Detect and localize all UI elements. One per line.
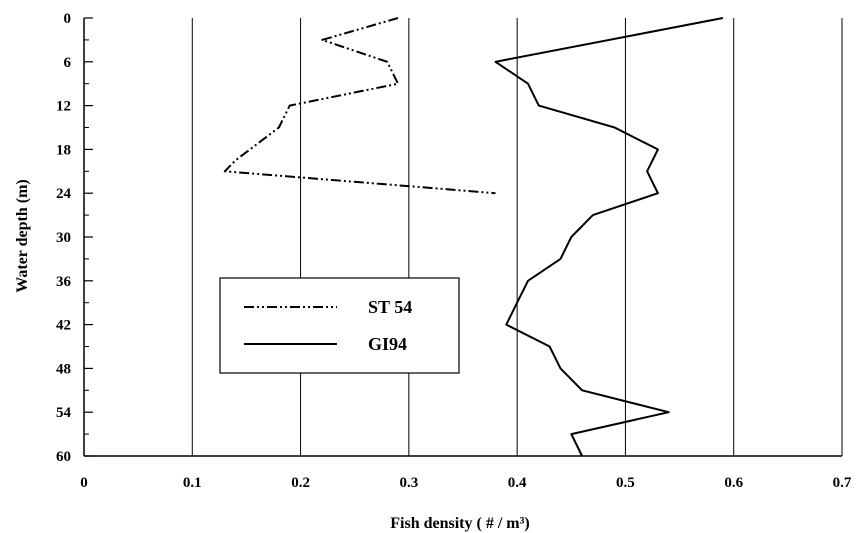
legend-box <box>219 277 460 374</box>
series-line-gi94 <box>494 17 724 457</box>
y-tick-label: 12 <box>56 99 71 115</box>
axes <box>83 17 842 457</box>
y-tick-label: 42 <box>56 318 71 334</box>
y-tick-label: 6 <box>64 55 72 71</box>
legend: ST 54 GI94 <box>219 277 460 374</box>
y-tick-label: 48 <box>56 361 71 377</box>
tick-labels: 0 6 12 18 24 30 36 42 48 54 60 0 0.1 0.2 0.3 0.4 0.5 0.6 0… <box>56 11 852 491</box>
y-axis-title: Water depth (m) <box>14 179 31 292</box>
x-tick-label: 0.5 <box>616 475 635 491</box>
x-tick-label: 0.4 <box>508 475 527 491</box>
y-tick-label: 0 <box>64 11 72 27</box>
x-tick-label: 0.3 <box>399 475 418 491</box>
grid-lines <box>191 18 843 456</box>
y-tick-label: 18 <box>56 142 71 158</box>
series-line-st54 <box>223 17 496 195</box>
legend-label-st54: ST 54 <box>368 297 412 317</box>
x-tick-label: 0 <box>80 475 88 491</box>
x-tick-label: 0.6 <box>724 475 743 491</box>
x-tick-label: 0.2 <box>291 475 310 491</box>
x-axis-title: Fish density ( # / m³) <box>390 515 529 532</box>
y-tick-label: 24 <box>56 186 72 202</box>
series-lines <box>223 17 724 457</box>
y-tick-label: 54 <box>56 405 72 421</box>
y-tick-label: 60 <box>56 449 71 465</box>
y-tick-label: 30 <box>56 230 71 246</box>
x-tick-label: 0.7 <box>833 475 852 491</box>
legend-label-gi94: GI94 <box>368 334 407 354</box>
x-tick-label: 0.1 <box>183 475 202 491</box>
y-tick-label: 36 <box>56 274 72 290</box>
